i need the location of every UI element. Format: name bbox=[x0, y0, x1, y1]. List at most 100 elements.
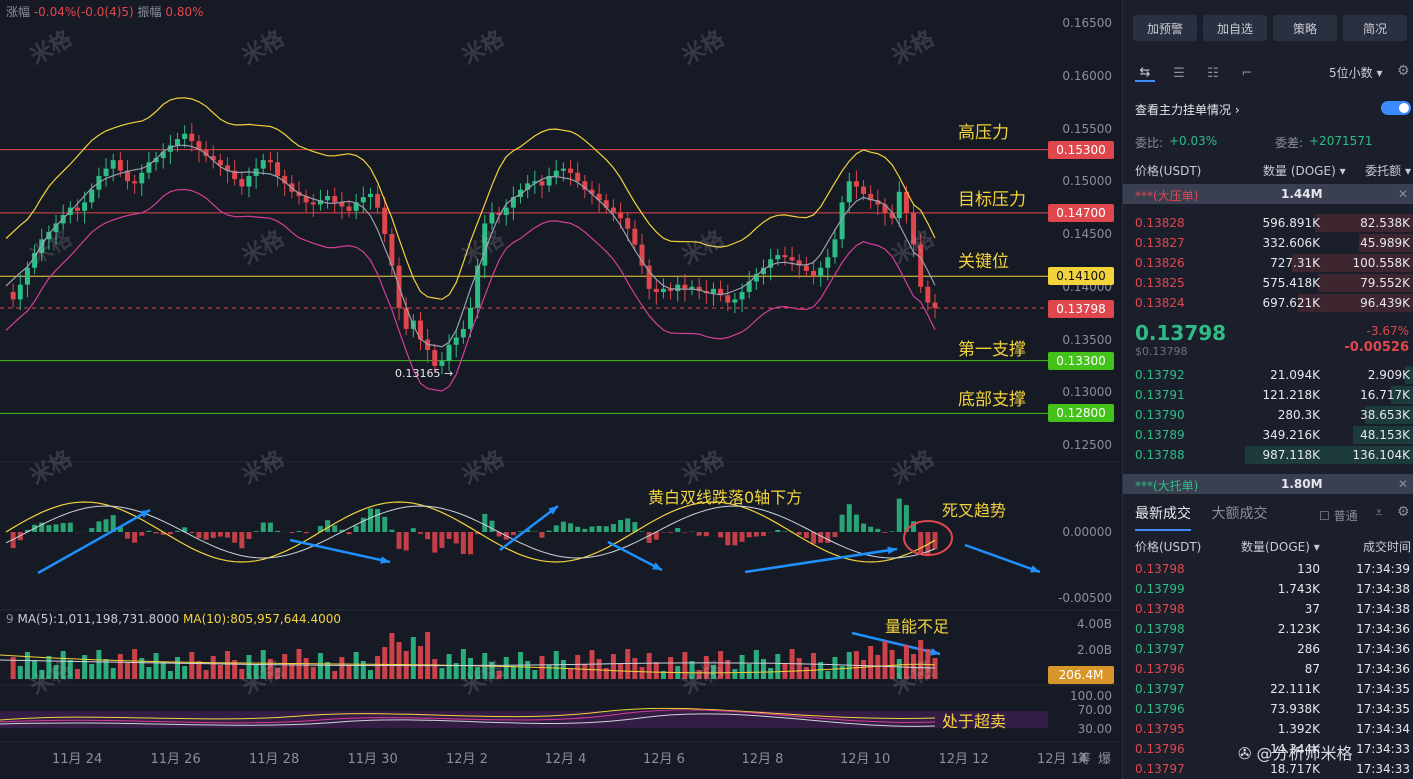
orderbook-row[interactable]: 0.13791 121.218K 16.717K bbox=[1123, 385, 1413, 405]
macd-bar bbox=[396, 532, 402, 549]
overview-button[interactable]: 简况 bbox=[1343, 15, 1407, 41]
candle-body bbox=[475, 265, 481, 308]
depth-toggle[interactable] bbox=[1381, 101, 1411, 115]
macd-bar bbox=[96, 521, 102, 532]
candle-body bbox=[739, 292, 745, 300]
macd-bar bbox=[596, 526, 602, 532]
liquidation-button[interactable]: 爆 bbox=[1098, 752, 1112, 767]
buy-wall-label: ***(大托单) bbox=[1135, 479, 1199, 493]
candle-body bbox=[653, 288, 659, 293]
date-tick: 11月 30 bbox=[347, 752, 398, 767]
macd-bar bbox=[382, 516, 388, 532]
trade-time: 17:34:35 bbox=[1356, 702, 1410, 716]
header-amount[interactable]: 委托额 ▾ bbox=[1365, 164, 1411, 178]
volume-annotation: 量能不足 bbox=[885, 617, 950, 636]
trade-time: 17:34:34 bbox=[1356, 722, 1410, 736]
candle-body bbox=[796, 260, 802, 266]
candle-body bbox=[675, 284, 681, 291]
macd-bar bbox=[482, 513, 488, 532]
volume-bar bbox=[868, 646, 874, 679]
candle-body bbox=[10, 292, 16, 300]
row-qty: 349.216K bbox=[1262, 428, 1321, 442]
row-amount: 136.104K bbox=[1352, 448, 1411, 462]
orderbook-row[interactable]: 0.13790 280.3K 38.653K bbox=[1123, 405, 1413, 425]
strategy-button[interactable]: 策略 bbox=[1273, 15, 1337, 41]
orderbook-row[interactable]: 0.13824 697.621K 96.439K bbox=[1123, 293, 1413, 313]
volume-bar bbox=[903, 645, 909, 679]
volume-ma-legend: 9 MA(5):1,011,198,731.8000 MA(10):805,95… bbox=[6, 612, 341, 626]
filter-icon[interactable]: ⩡ bbox=[1375, 505, 1383, 521]
trade-qty: 73.938K bbox=[1270, 702, 1320, 716]
macd-bar bbox=[225, 532, 231, 538]
buy-wall-banner[interactable]: ***(大托单) 1.80M ✕ bbox=[1123, 474, 1413, 494]
orderbook-row[interactable]: 0.13827 332.606K 45.989K bbox=[1123, 233, 1413, 253]
both-sides-icon[interactable]: ⇆ bbox=[1135, 64, 1155, 82]
close-icon[interactable]: ✕ bbox=[1397, 187, 1408, 201]
orderbook-row[interactable]: 0.13825 575.418K 79.552K bbox=[1123, 273, 1413, 293]
candle-body bbox=[689, 286, 695, 289]
row-amount: 38.653K bbox=[1360, 408, 1410, 422]
candle-body bbox=[882, 204, 888, 213]
bids-list: 0.13792 21.094K 2.909K 0.13791 121.218K 16.71… bbox=[1123, 365, 1413, 465]
volume-current-tag: 206.4M bbox=[1048, 666, 1114, 684]
candle-body bbox=[446, 344, 452, 361]
price-tick: 0.15500 bbox=[1062, 121, 1112, 136]
chips-button[interactable]: 筹 bbox=[1078, 752, 1092, 767]
watchlist-button[interactable]: 加自选 bbox=[1203, 15, 1267, 41]
gear-icon[interactable]: ⚙ bbox=[1397, 63, 1410, 79]
buy-wall-value: 1.80M bbox=[1281, 477, 1323, 491]
bids-only-icon[interactable]: ☰ bbox=[1173, 65, 1185, 81]
trade-qty: 2.123K bbox=[1277, 622, 1320, 636]
row-price: 0.13827 bbox=[1135, 236, 1185, 250]
asks-only-icon[interactable]: ☷ bbox=[1207, 65, 1219, 81]
row-price: 0.13824 bbox=[1135, 296, 1185, 310]
orderbook-row[interactable]: 0.13826 727.31K 100.558K bbox=[1123, 253, 1413, 273]
candle-body bbox=[868, 193, 874, 201]
volume-bar bbox=[468, 658, 473, 679]
trade-price: 0.13798 bbox=[1135, 602, 1185, 616]
trades-header-qty-label: 数量(DOGE) bbox=[1241, 540, 1310, 554]
candle-body bbox=[225, 165, 231, 171]
candle-body bbox=[768, 259, 774, 268]
level-price-tag: 0.14100 bbox=[1048, 267, 1114, 286]
orderbook-row[interactable]: 0.13788 987.118K 136.104K bbox=[1123, 445, 1413, 465]
candle-body bbox=[575, 172, 581, 182]
kline-chart[interactable] bbox=[0, 0, 1120, 779]
volume-bar bbox=[53, 665, 59, 679]
macd-bar bbox=[903, 505, 909, 532]
macd-bar bbox=[911, 521, 917, 532]
volume-bar bbox=[825, 671, 831, 679]
macd-bar bbox=[739, 532, 745, 542]
depth-bar bbox=[1390, 386, 1413, 404]
expand-icon[interactable]: ⌐ bbox=[1241, 65, 1253, 81]
date-tick: 12月 2 bbox=[446, 752, 488, 767]
header-qty[interactable]: 数量 (DOGE) ▾ bbox=[1263, 164, 1346, 178]
orderbook-row[interactable]: 0.13792 21.094K 2.909K bbox=[1123, 365, 1413, 385]
tab-large-trades[interactable]: 大额成交 bbox=[1211, 506, 1268, 522]
sell-wall-banner[interactable]: ***(大压单) 1.44M ✕ bbox=[1123, 184, 1413, 204]
volume-bar bbox=[660, 671, 666, 679]
side-panel: 加预警 加自选 策略 简况 ⇆ ☰ ☷ ⌐ 5位小数 ▾ ⚙ 查看主力挂单情况 … bbox=[1122, 0, 1413, 779]
arrow-head bbox=[380, 556, 390, 564]
gear-icon[interactable]: ⚙ bbox=[1397, 504, 1410, 520]
macd-bar bbox=[232, 532, 238, 543]
orderbook-row[interactable]: 0.13789 349.216K 48.153K bbox=[1123, 425, 1413, 445]
common-filter[interactable]: ☐ 普通 bbox=[1319, 507, 1358, 524]
candle-body bbox=[632, 228, 638, 245]
decimals-select[interactable]: 5位小数 ▾ bbox=[1329, 66, 1383, 80]
date-tick: 12月 14 bbox=[1037, 752, 1088, 767]
volume-bar bbox=[596, 659, 602, 679]
tab-latest-trades[interactable]: 最新成交 bbox=[1135, 503, 1191, 531]
candle-body bbox=[367, 193, 373, 198]
alert-button[interactable]: 加预警 bbox=[1133, 15, 1197, 41]
checkbox-icon[interactable]: ☐ bbox=[1319, 509, 1330, 523]
macd-bar bbox=[139, 532, 145, 536]
orderbook-row[interactable]: 0.13828 596.891K 82.538K bbox=[1123, 213, 1413, 233]
depth-link[interactable]: 查看主力挂单情况 › bbox=[1135, 101, 1240, 118]
close-icon[interactable]: ✕ bbox=[1397, 477, 1408, 491]
macd-bar bbox=[861, 523, 867, 532]
chart-area[interactable]: 涨幅 -0.04%(-0.0(4)5) 振幅 0.80% 0.16500 0.16… bbox=[0, 0, 1120, 779]
macd-bar bbox=[389, 529, 395, 532]
macd-bar bbox=[668, 532, 674, 533]
trades-header-qty[interactable]: 数量(DOGE) ▾ bbox=[1241, 540, 1320, 554]
